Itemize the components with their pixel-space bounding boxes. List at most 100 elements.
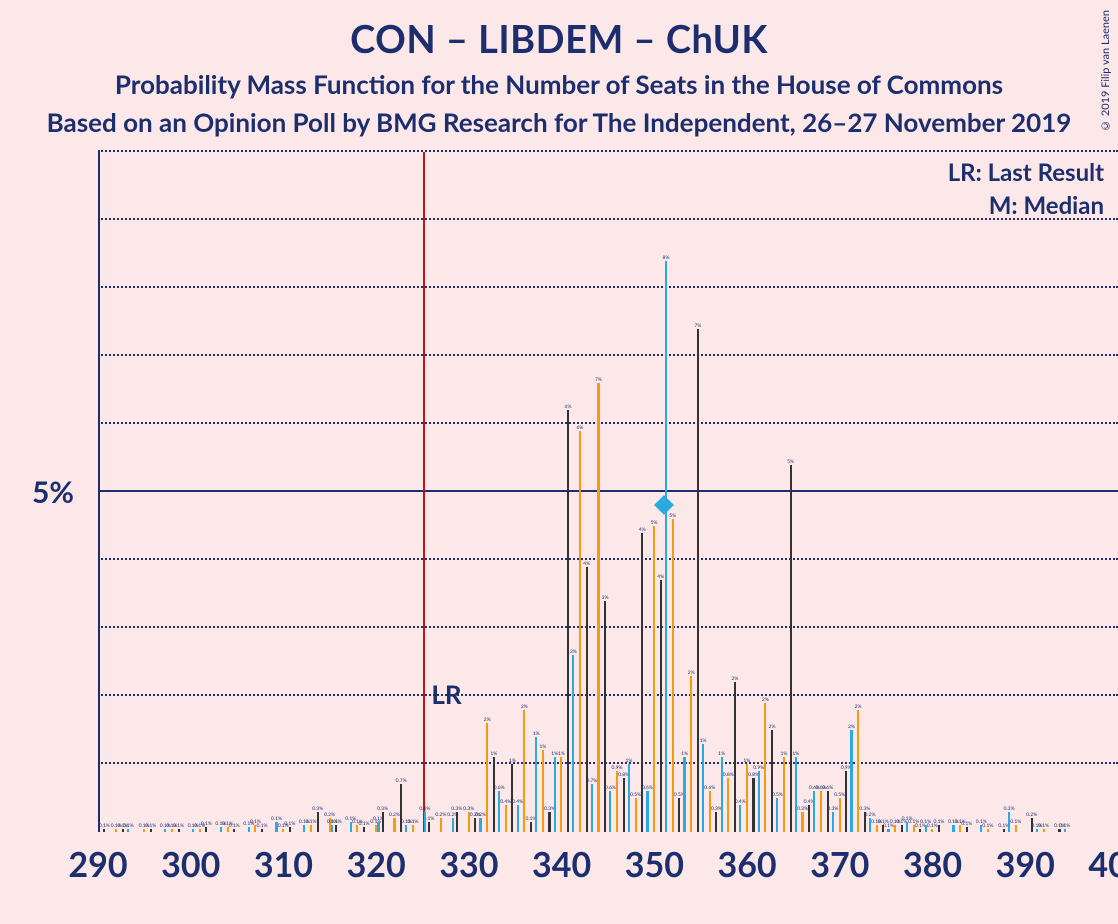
bar-dark: 0.8% — [752, 778, 754, 832]
bar-orange: 0.3% — [468, 812, 470, 832]
bar-blue: 1% — [795, 757, 797, 832]
bar-blue: 1% — [721, 757, 723, 832]
bar-label: 0.1% — [188, 823, 199, 829]
subtitle2: Based on an Opinion Poll by BMG Research… — [0, 106, 1118, 138]
bar-blue: 0.5% — [776, 798, 778, 832]
bar-blue: 0.1% — [275, 822, 277, 832]
bar-dark: 4% — [660, 580, 662, 832]
bar-blue: 0.1% — [127, 829, 129, 832]
x-tick-label: 320 — [347, 844, 406, 885]
bar-orange: 0.1% — [227, 827, 229, 832]
bar-label: 0.7% — [396, 778, 407, 784]
bar-orange: 0.2% — [440, 818, 442, 832]
bar-blue: 0.7% — [591, 784, 593, 832]
bar-label: 1% — [743, 758, 750, 764]
x-tick-label: 330 — [439, 844, 498, 885]
x-tick-label: 300 — [161, 844, 220, 885]
bar-orange: 2% — [690, 676, 692, 832]
bar-dark: 2% — [771, 730, 773, 832]
bar-label: 0.1% — [345, 816, 356, 822]
bar-label: 0.5% — [834, 792, 845, 798]
bar-orange: 2% — [523, 710, 525, 832]
bar-blue: 0.1% — [303, 825, 305, 832]
bar-label: 0.1% — [976, 819, 987, 825]
bar-label: 0.3% — [827, 806, 838, 812]
bar-label: 1% — [780, 751, 787, 757]
bar-label: 0.2% — [324, 812, 335, 818]
bar-label: 0.1% — [111, 823, 122, 829]
bar-label: 2% — [848, 724, 855, 730]
bar-label: 1% — [490, 751, 497, 757]
bar-blue: 3% — [572, 655, 574, 832]
bar-dark: 0.8% — [623, 778, 625, 832]
bar-dark: 0.1% — [1003, 829, 1005, 832]
bar-label: 2% — [484, 717, 491, 723]
bar-orange: 0.1% — [115, 829, 117, 832]
bar-label: 0.3% — [1004, 806, 1015, 812]
bar-label: 0.3% — [797, 806, 808, 812]
bar-blue: 1% — [554, 757, 556, 832]
bar-label: 0.7% — [586, 778, 597, 784]
bar-label: 0.3% — [419, 806, 430, 812]
bar-dark: 0.3% — [548, 812, 550, 832]
bar-dark: 0.1% — [966, 827, 968, 832]
bar-label: 0.6% — [809, 785, 820, 791]
bar-orange: 1% — [783, 757, 785, 832]
x-tick-label: 290 — [68, 844, 127, 885]
bar-blue: 0.1% — [980, 825, 982, 832]
bar-blue: 1% — [683, 757, 685, 832]
bar-blue: 0.1% — [350, 822, 352, 832]
bar-label: 0.5% — [630, 792, 641, 798]
x-tick-label: 310 — [254, 844, 313, 885]
x-tick-label: 370 — [810, 844, 869, 885]
bar-dark: 6% — [567, 410, 569, 832]
bar-label: 0.6% — [704, 785, 715, 791]
bar-blue: 0.6% — [646, 791, 648, 832]
y-axis-label: 5% — [32, 474, 74, 510]
bar-blue: 0.1% — [192, 829, 194, 832]
bar-dark: 0.1% — [233, 829, 235, 832]
bar-label: 0.1% — [327, 819, 338, 825]
bar-label: 0.2% — [475, 812, 486, 818]
bar-dark: 1% — [493, 757, 495, 832]
bar-dark: 0.9% — [845, 771, 847, 832]
bar-label: 0.1% — [373, 816, 384, 822]
bar-orange: 0.9% — [616, 771, 618, 832]
bar-label: 2% — [762, 697, 769, 703]
bar-label: 3% — [602, 595, 609, 601]
bar-blue: 0.3% — [1008, 812, 1010, 832]
bar-blue: 0.9% — [758, 771, 760, 832]
bar-blue: 0.1% — [331, 825, 333, 832]
bar-blue: 0.1% — [220, 827, 222, 832]
bar-orange: 0.6% — [820, 791, 822, 832]
bar-label: 0.1% — [902, 816, 913, 822]
bar-orange: 7% — [597, 383, 599, 832]
bar-blue: 0.1% — [1036, 829, 1038, 832]
bar-label: 0.6% — [494, 785, 505, 791]
bar-orange: 0.5% — [635, 798, 637, 832]
bar-dark: 0.1% — [205, 827, 207, 832]
bar-dark: 0.1% — [150, 829, 152, 832]
bar-orange: 1% — [542, 750, 544, 832]
bar-label: 5% — [651, 520, 658, 526]
bar-label: 0.1% — [123, 823, 134, 829]
bar-orange: 0.1% — [412, 825, 414, 832]
plot-area: 5% LR 0.1%0.1%0.1%0.1%0.1%0.1%0.1%0.1%0.… — [98, 152, 1118, 832]
subtitle: Probability Mass Function for the Number… — [0, 68, 1118, 100]
bar-label: 0.9% — [753, 765, 764, 771]
bar-label: 4% — [583, 561, 590, 567]
bar-orange: 0.1% — [254, 825, 256, 832]
x-tick-label: 400 — [1088, 844, 1118, 885]
bar-blue: 0.1% — [164, 829, 166, 832]
bar-label: 1% — [533, 731, 540, 737]
bar-orange: 0.1% — [310, 825, 312, 832]
bar-label: 5% — [787, 459, 794, 465]
bar-label: 7% — [694, 323, 701, 329]
bar-orange: 2% — [486, 723, 488, 832]
bar-orange: 0.1% — [913, 825, 915, 832]
bar-label: 1% — [718, 751, 725, 757]
x-axis-labels: 290300310320330340350360370380390400 — [98, 844, 1118, 904]
x-tick-label: 360 — [717, 844, 776, 885]
bar-label: 2% — [769, 724, 776, 730]
bar-label: 0.1% — [278, 823, 289, 829]
